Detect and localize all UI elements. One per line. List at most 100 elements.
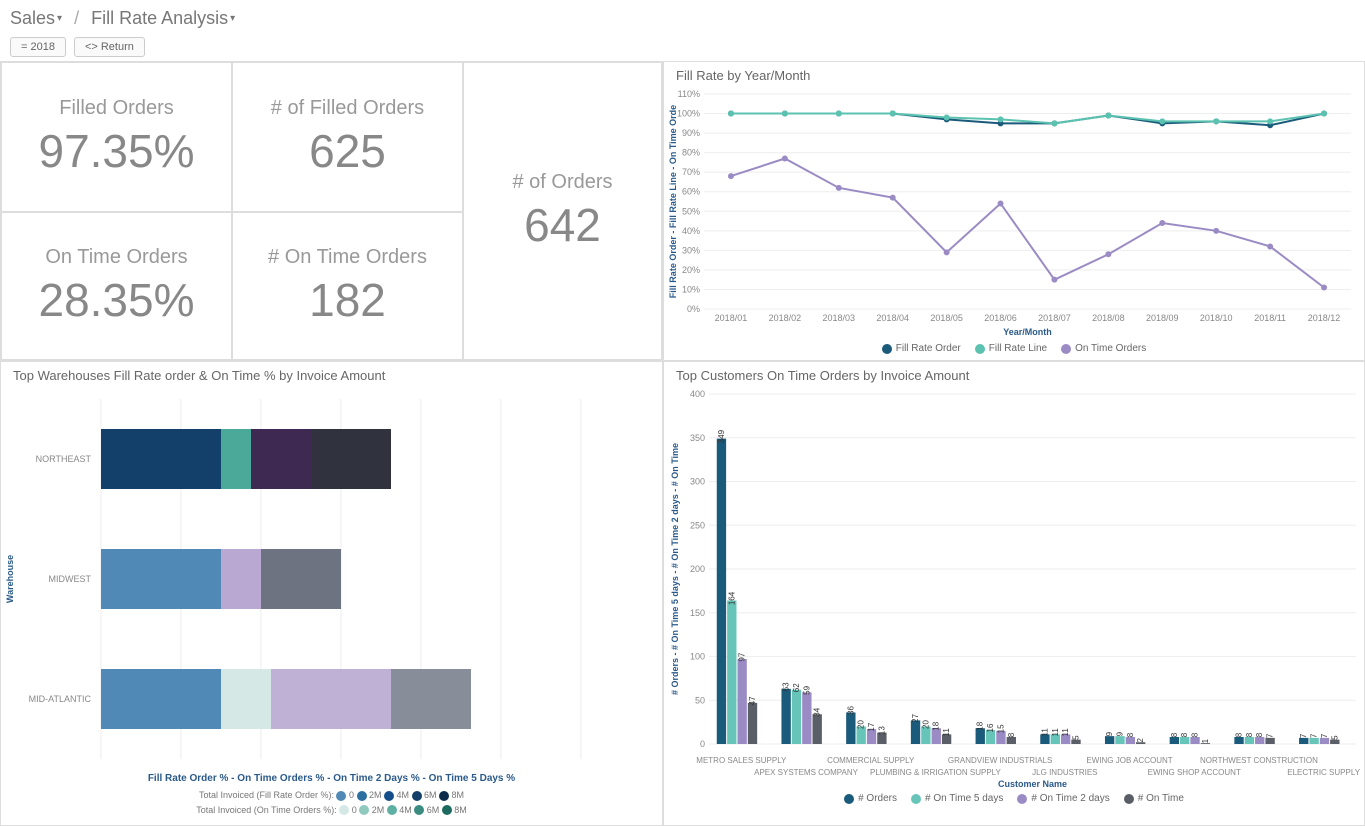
svg-text:2018/11: 2018/11 (1254, 313, 1286, 323)
svg-text:11: 11 (1061, 728, 1070, 737)
svg-text:20: 20 (921, 720, 930, 729)
kpi-filled-orders-count: # of Filled Orders 625 (232, 62, 463, 212)
svg-text:EWING SHOP ACCOUNT: EWING SHOP ACCOUNT (1148, 768, 1241, 777)
svg-text:ELECTRIC SUPPLY: ELECTRIC SUPPLY (1287, 768, 1360, 777)
svg-text:1: 1 (1201, 738, 1210, 743)
svg-text:0%: 0% (687, 304, 700, 314)
svg-text:63: 63 (782, 682, 791, 691)
breadcrumb-separator: / (74, 8, 79, 29)
svg-text:7: 7 (1266, 733, 1275, 738)
kpi-value: 642 (524, 198, 601, 252)
svg-text:350: 350 (690, 433, 705, 443)
svg-text:8: 8 (1170, 732, 1179, 737)
svg-text:30%: 30% (682, 245, 700, 255)
svg-text:150: 150 (690, 608, 705, 618)
customer-chart-legend: # Orders# On Time 5 days# On Time 2 days… (664, 789, 1364, 808)
svg-text:2018/02: 2018/02 (769, 313, 802, 323)
svg-text:8: 8 (1245, 732, 1254, 737)
line-chart-legend: Fill Rate OrderFill Rate LineOn Time Ord… (664, 339, 1364, 358)
breadcrumb-root[interactable]: Sales▾ (10, 8, 62, 29)
svg-text:100%: 100% (677, 109, 700, 119)
svg-text:7: 7 (1310, 733, 1319, 738)
kpi-label: # of Orders (512, 171, 612, 194)
kpi-orders-count: # of Orders 642 (463, 62, 662, 360)
svg-text:EWING JOB ACCOUNT: EWING JOB ACCOUNT (1086, 756, 1172, 765)
svg-text:90%: 90% (682, 128, 700, 138)
filter-year-button[interactable]: = 2018 (10, 37, 66, 57)
svg-text:50%: 50% (682, 206, 700, 216)
svg-text:METRO SALES SUPPLY: METRO SALES SUPPLY (696, 756, 787, 765)
svg-text:110%: 110% (678, 89, 700, 99)
kpi-label: Filled Orders (59, 97, 173, 120)
kpi-on-time-count: # On Time Orders 182 (232, 212, 463, 360)
svg-text:2018/03: 2018/03 (823, 313, 856, 323)
svg-text:PLUMBING & IRRIGATION SUPPLY: PLUMBING & IRRIGATION SUPPLY (870, 768, 1002, 777)
svg-text:2018/05: 2018/05 (930, 313, 963, 323)
kpi-value: 625 (309, 124, 386, 178)
svg-text:2018/10: 2018/10 (1200, 313, 1233, 323)
line-chart: 0%10%20%30%40%50%60%70%80%90%100%110%201… (664, 89, 1365, 339)
svg-text:2018/09: 2018/09 (1146, 313, 1179, 323)
customer-chart-panel: Top Customers On Time Orders by Invoice … (663, 361, 1365, 826)
svg-text:8: 8 (1191, 732, 1200, 737)
svg-text:2018/01: 2018/01 (715, 313, 748, 323)
filter-return-button[interactable]: <> Return (74, 37, 145, 57)
kpi-label: # On Time Orders (268, 246, 427, 269)
line-chart-panel: Fill Rate by Year/Month 0%10%20%30%40%50… (663, 61, 1365, 361)
svg-text:APEX SYSTEMS COMPANY: APEX SYSTEMS COMPANY (754, 768, 859, 777)
svg-text:2018/08: 2018/08 (1092, 313, 1125, 323)
svg-text:8: 8 (1235, 732, 1244, 737)
svg-text:9: 9 (1105, 731, 1114, 736)
svg-text:36: 36 (846, 706, 855, 715)
kpi-value: 97.35% (38, 124, 194, 178)
svg-text:200: 200 (690, 564, 705, 574)
svg-text:40%: 40% (682, 226, 700, 236)
svg-text:2018/12: 2018/12 (1308, 313, 1341, 323)
svg-text:100: 100 (690, 652, 705, 662)
warehouse-chart: NORTHEASTMIDWESTMID-ATLANTICWarehouse (1, 389, 663, 769)
svg-text:Fill Rate Order - Fill Rate: Fill Rate Order - Fill Rate Line - On Ti… (668, 105, 678, 298)
svg-text:20%: 20% (682, 265, 700, 275)
kpi-label: # of Filled Orders (271, 97, 424, 120)
svg-text:8: 8 (1126, 732, 1135, 737)
kpi-panel: Filled Orders 97.35% # of Filled Orders … (0, 61, 663, 361)
svg-text:8: 8 (1007, 732, 1016, 737)
svg-text:COMMERCIAL SUPPLY: COMMERCIAL SUPPLY (827, 756, 915, 765)
svg-text:11: 11 (1040, 728, 1049, 737)
svg-text:5: 5 (1330, 735, 1339, 740)
svg-text:80%: 80% (682, 148, 700, 158)
line-chart-title: Fill Rate by Year/Month (664, 62, 1364, 89)
svg-text:97: 97 (738, 652, 747, 661)
svg-text:2018/04: 2018/04 (876, 313, 909, 323)
breadcrumb: Sales▾ / Fill Rate Analysis▾ (0, 0, 1365, 33)
svg-text:349: 349 (717, 429, 726, 443)
svg-text:8: 8 (1180, 732, 1189, 737)
svg-text:# Orders - # On Time 5 days: # Orders - # On Time 5 days - # On Time … (670, 443, 680, 695)
customer-chart: 0501001502002503003504003491649747METRO … (664, 389, 1365, 789)
kpi-value: 182 (309, 273, 386, 327)
svg-text:GRANDVIEW INDUSTRIALS: GRANDVIEW INDUSTRIALS (948, 756, 1052, 765)
filter-bar: = 2018 <> Return (0, 33, 1365, 61)
warehouse-chart-panel: Top Warehouses Fill Rate order & On Time… (0, 361, 663, 826)
svg-text:NORTHWEST CONSTRUCTION: NORTHWEST CONSTRUCTION (1200, 756, 1318, 765)
kpi-filled-orders-pct: Filled Orders 97.35% (1, 62, 232, 212)
svg-text:13: 13 (877, 726, 886, 735)
svg-text:18: 18 (932, 721, 941, 730)
svg-text:MIDWEST: MIDWEST (49, 574, 92, 584)
svg-text:NORTHEAST: NORTHEAST (36, 454, 92, 464)
svg-text:9: 9 (1115, 731, 1124, 736)
svg-text:2018/07: 2018/07 (1038, 313, 1071, 323)
svg-text:5: 5 (1071, 735, 1080, 740)
svg-text:2: 2 (1136, 737, 1145, 742)
kpi-on-time-pct: On Time Orders 28.35% (1, 212, 232, 360)
breadcrumb-page[interactable]: Fill Rate Analysis▾ (91, 8, 235, 29)
warehouse-chart-title: Top Warehouses Fill Rate order & On Time… (1, 362, 662, 389)
svg-text:11: 11 (1051, 728, 1060, 737)
svg-text:62: 62 (792, 683, 801, 692)
svg-text:20: 20 (857, 720, 866, 729)
svg-text:47: 47 (748, 696, 757, 705)
kpi-value: 28.35% (38, 273, 194, 327)
svg-text:11: 11 (942, 728, 951, 737)
svg-text:8: 8 (1255, 732, 1264, 737)
svg-text:16: 16 (986, 723, 995, 732)
